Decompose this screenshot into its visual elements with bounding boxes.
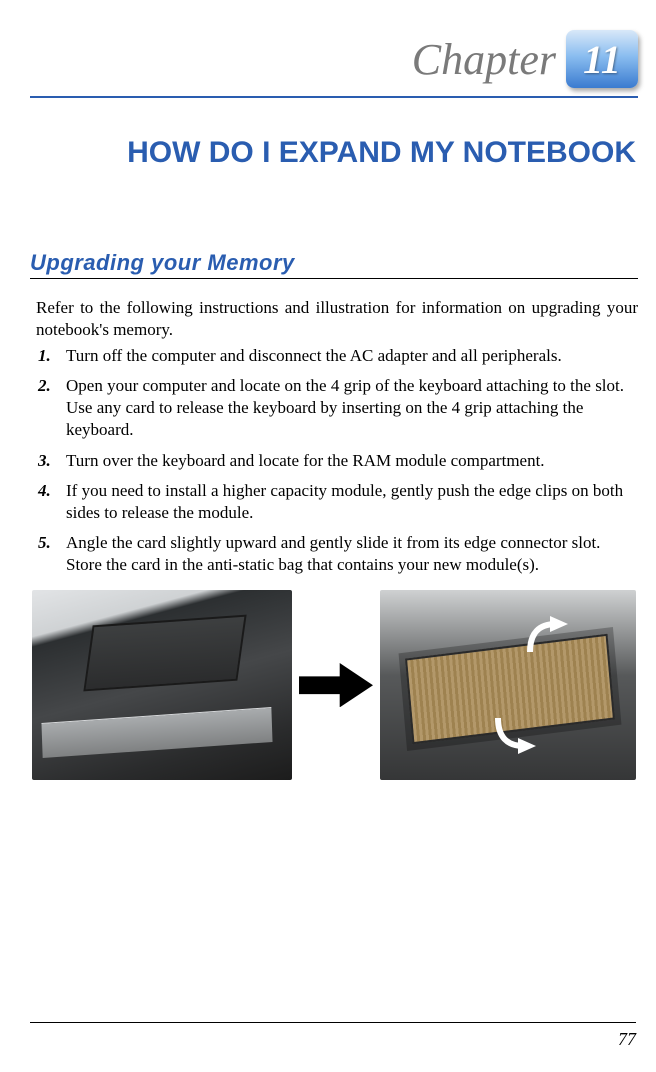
step-text: Turn off the computer and disconnect the…: [66, 345, 638, 367]
step-item: 3. Turn over the keyboard and locate for…: [36, 450, 638, 472]
chapter-word: Chapter: [412, 34, 556, 85]
section-heading: Upgrading your Memory: [30, 250, 638, 276]
curved-arrow-icon: [488, 708, 538, 758]
chapter-header: Chapter 11: [30, 30, 638, 88]
step-text: If you need to install a higher capacity…: [66, 480, 638, 524]
photo-ram-module: [380, 590, 636, 780]
step-text: Turn over the keyboard and locate for th…: [66, 450, 638, 472]
step-number: 3.: [36, 450, 66, 472]
step-item: 1. Turn off the computer and disconnect …: [36, 345, 638, 367]
curved-arrow-icon: [520, 612, 570, 662]
arrow-right-icon: [299, 663, 373, 707]
steps-list: 1. Turn off the computer and disconnect …: [36, 345, 638, 576]
footer-divider: [30, 1022, 636, 1023]
step-number: 1.: [36, 345, 66, 367]
section-intro: Refer to the following instructions and …: [36, 297, 638, 341]
chapter-divider: [30, 96, 638, 98]
page-number: 77: [30, 1029, 636, 1050]
step-item: 2. Open your computer and locate on the …: [36, 375, 638, 441]
chapter-number: 11: [583, 36, 621, 83]
step-item: 4. If you need to install a higher capac…: [36, 480, 638, 524]
page-footer: 77: [30, 1022, 636, 1050]
photo-laptop-keyboard: [32, 590, 292, 780]
section-divider: [30, 278, 638, 280]
page-title: HOW DO I EXPAND MY NOTEBOOK: [30, 134, 638, 172]
step-item: 5. Angle the card slightly upward and ge…: [36, 532, 638, 576]
illustration-row: [30, 590, 638, 780]
step-text: Open your computer and locate on the 4 g…: [66, 375, 638, 441]
step-number: 4.: [36, 480, 66, 524]
chapter-number-badge: 11: [566, 30, 638, 88]
step-number: 2.: [36, 375, 66, 441]
step-number: 5.: [36, 532, 66, 576]
step-text: Angle the card slightly upward and gentl…: [66, 532, 638, 576]
